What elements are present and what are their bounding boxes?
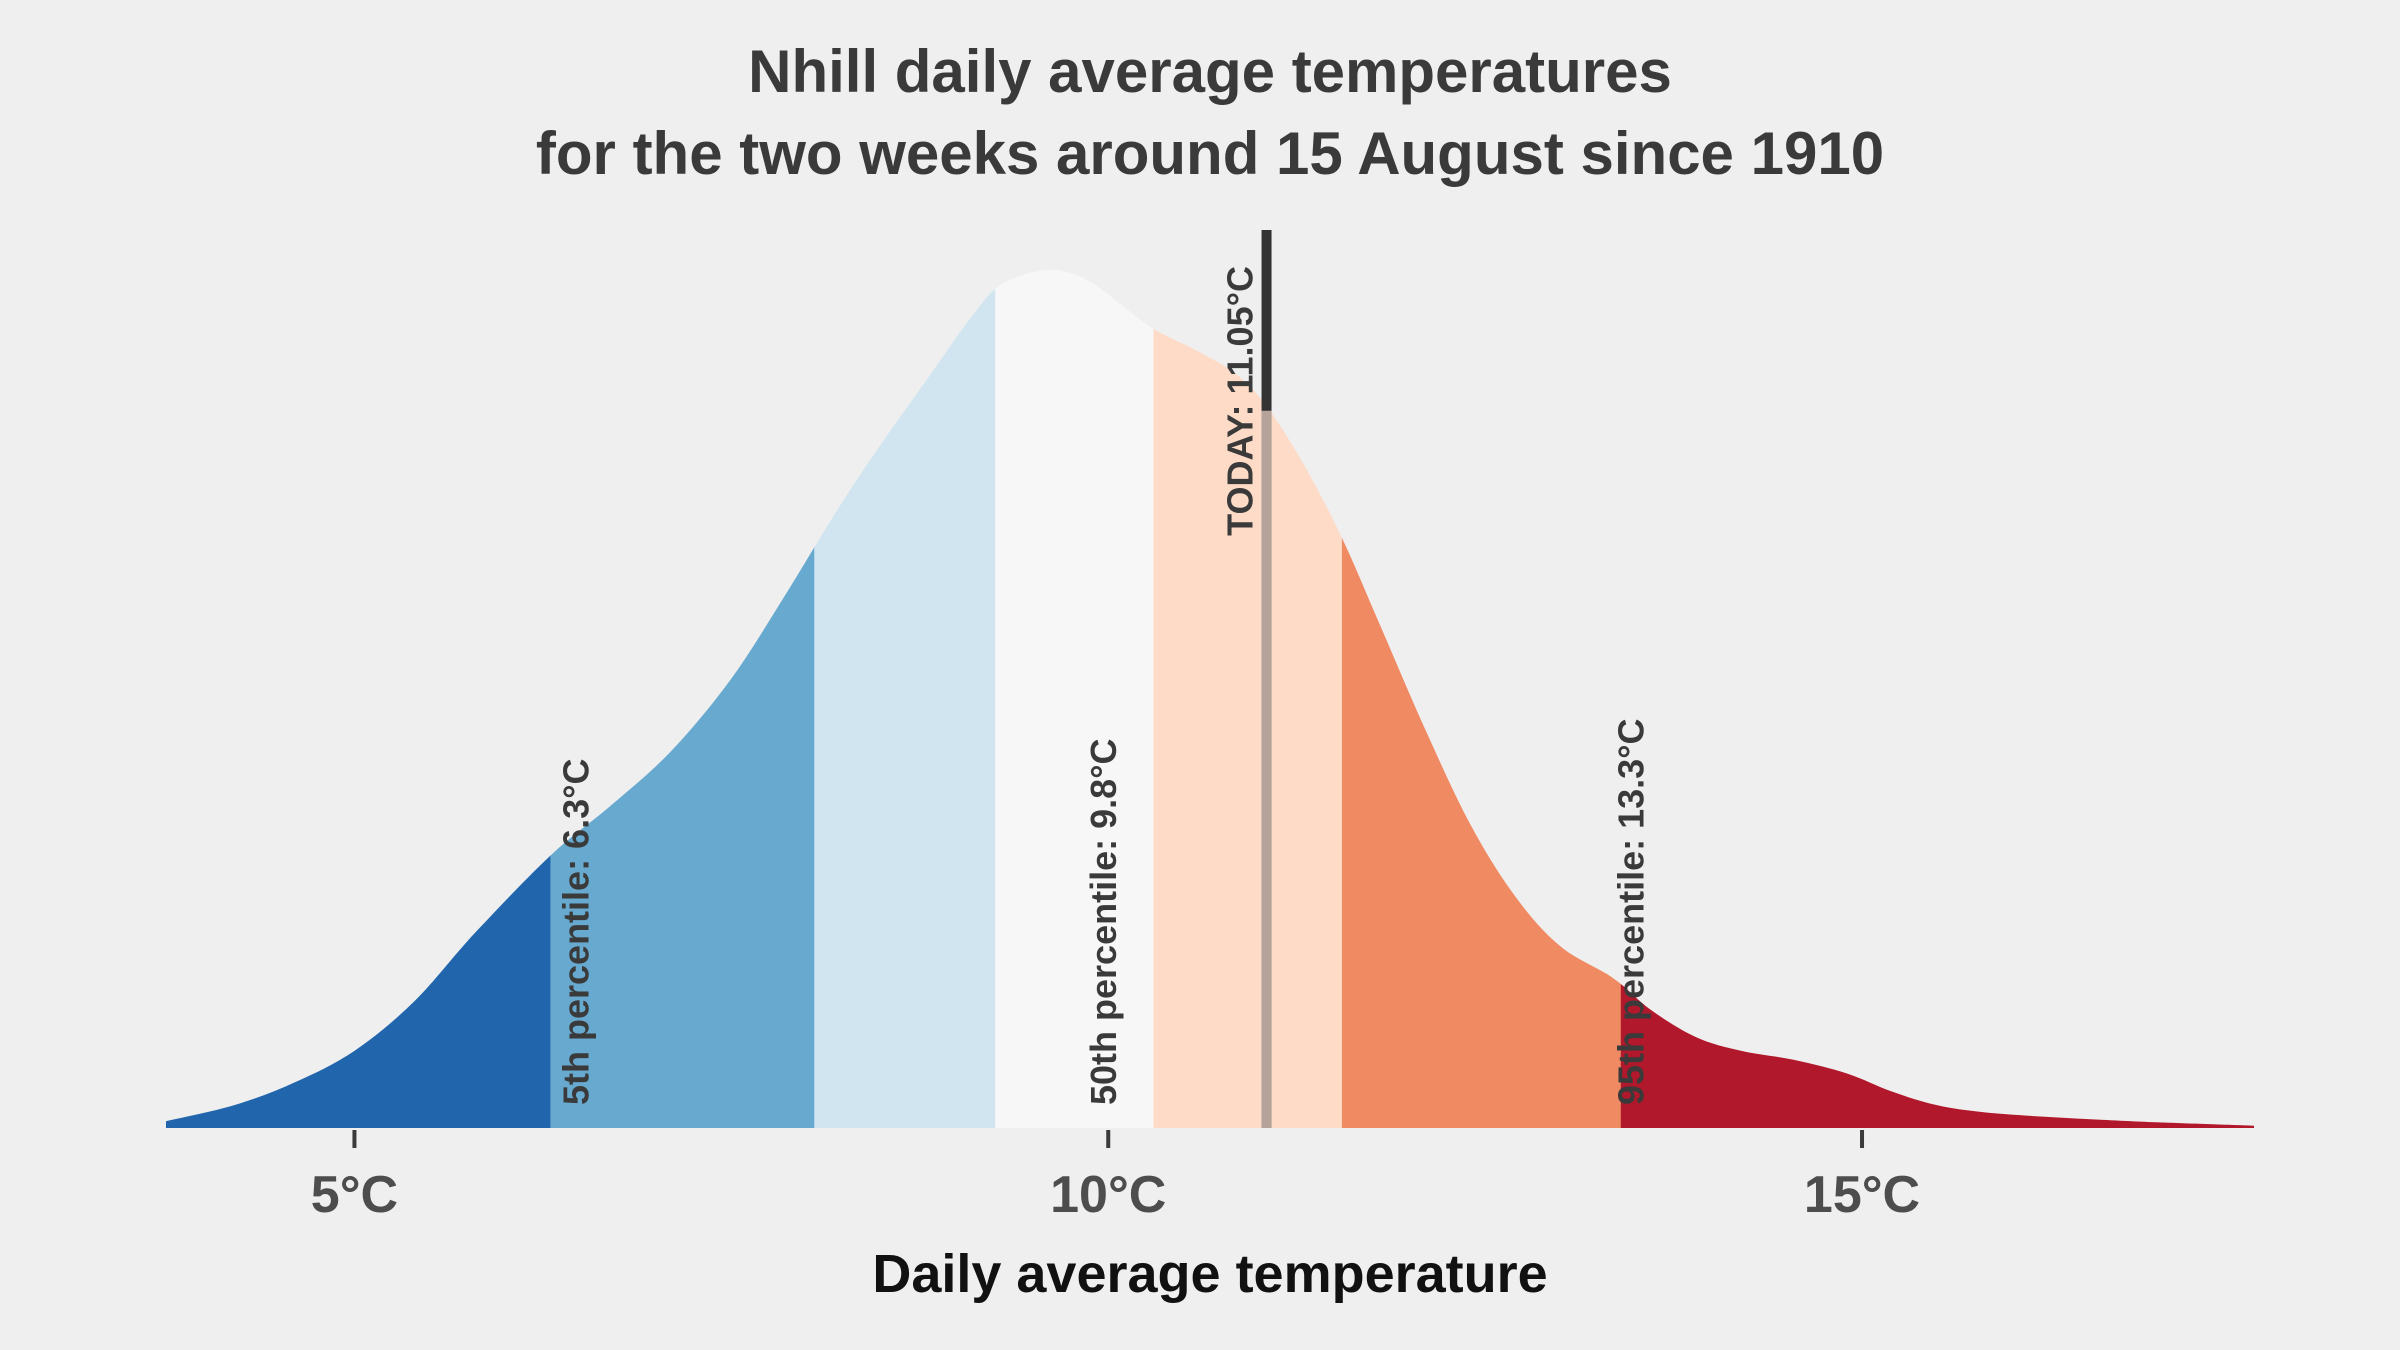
percentile-label-3: 95th percentile: 13.3°C xyxy=(1611,718,1652,1105)
percentile-label-1: 5th percentile: 6.3°C xyxy=(555,758,596,1105)
x-axis: 5°C 10°C 15°C xyxy=(311,1130,1920,1224)
density-bands xyxy=(166,269,2254,1128)
density-band-1 xyxy=(166,269,551,1128)
today-label: TODAY: 11.05°C xyxy=(1220,266,1261,536)
density-band-6 xyxy=(1341,269,1622,1128)
percentile-annotations: 5th percentile: 6.3°C 50th percentile: 9.… xyxy=(555,718,1651,1105)
x-tick-label-3: 15°C xyxy=(1804,1166,1920,1224)
density-band-3 xyxy=(814,269,996,1128)
x-tick-label-2: 10°C xyxy=(1050,1166,1166,1224)
x-tick-label-1: 5°C xyxy=(311,1166,398,1224)
density-band-4 xyxy=(995,269,1154,1128)
chart-title-line-1: Nhill daily average temperatures xyxy=(748,38,1672,105)
today-marker: TODAY: 11.05°C xyxy=(1220,230,1272,1128)
percentile-label-2: 50th percentile: 9.8°C xyxy=(1083,738,1124,1105)
density-band-7 xyxy=(1620,269,2254,1128)
x-axis-label: Daily average temperature xyxy=(872,1244,1547,1304)
chart-title-line-2: for the two weeks around 15 August since… xyxy=(536,120,1884,187)
